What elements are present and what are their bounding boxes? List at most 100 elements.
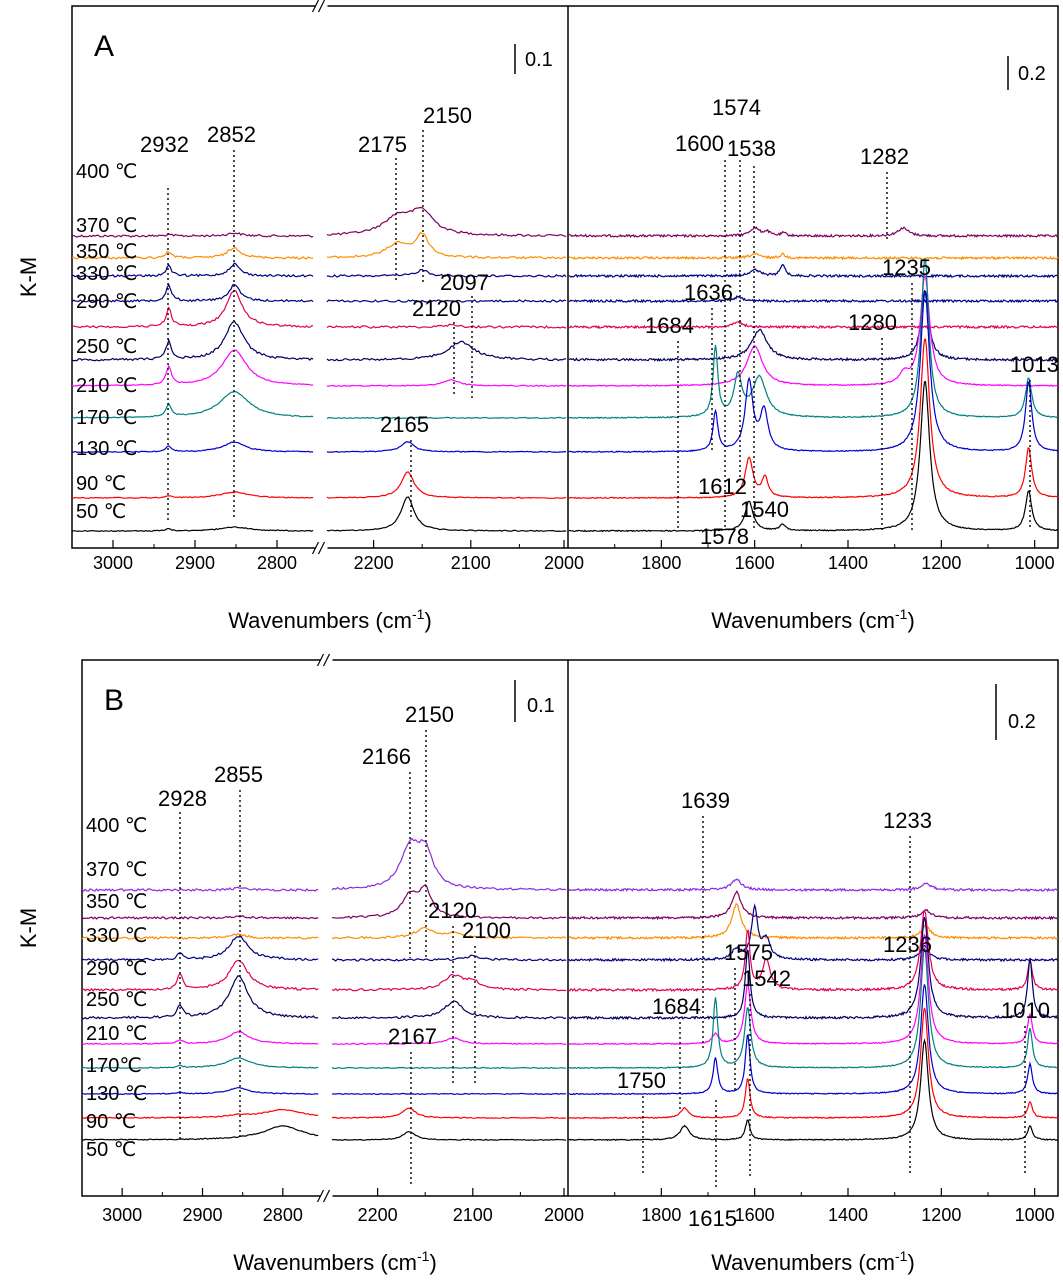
temperature-label: 400 ℃ (76, 161, 137, 183)
spectrum-line (568, 903, 1059, 941)
scale-bar-label: 0.1 (527, 695, 555, 717)
peak-annotation: 2928 (158, 786, 207, 811)
x-tick-label: 2100 (451, 553, 491, 573)
spectrum-line (326, 378, 567, 387)
x-tick-label: 1000 (1015, 553, 1055, 573)
x-tick-label: 3000 (102, 1205, 142, 1225)
panel-b: Wavenumbers (cm-1) Wavenumbers (cm-1) (81, 653, 1059, 1275)
peak-annotation: 2932 (140, 132, 189, 157)
peak-annotation: 2120 (428, 898, 477, 923)
spectrum-line (81, 932, 319, 940)
spectrum-line (71, 526, 314, 533)
scale-bar-label: 0.2 (1008, 711, 1036, 733)
x-tick-label: 2800 (257, 553, 297, 573)
spectrum-line (568, 263, 1059, 279)
spectrum-line (81, 935, 319, 962)
spectrum-line (72, 262, 314, 278)
peak-annotation: 1684 (645, 313, 694, 338)
spectrum-line (331, 1066, 567, 1070)
spectrum-line (326, 299, 567, 303)
panel-label: B (104, 684, 124, 717)
x-tick-label: 2100 (453, 1205, 493, 1225)
peak-annotation: 1750 (617, 1068, 666, 1093)
spectrum-line (71, 491, 314, 500)
spectrum-line (568, 274, 1059, 387)
temperature-label: 350 ℃ (76, 241, 137, 263)
x-tick-label: 1200 (921, 553, 961, 573)
spectrum-line (331, 1000, 567, 1020)
x-tick-label: 1800 (641, 553, 681, 573)
spectrum-line (81, 959, 319, 992)
spectrum-line (326, 231, 567, 260)
x-axis-label: Wavenumbers (cm-1) (711, 1248, 915, 1275)
spectrum-line (81, 915, 319, 920)
peak-annotation: 2852 (207, 122, 256, 147)
spectrum-line (568, 295, 1059, 304)
y-axis-label: K-M (16, 257, 41, 297)
temperature-label: 290 ℃ (76, 291, 137, 313)
scale-bar-label: 0.2 (1018, 63, 1046, 85)
temperature-label: 350 ℃ (86, 891, 147, 913)
spectrum-line (326, 268, 567, 278)
panel-label: A (94, 30, 114, 63)
spectrum-line (71, 441, 314, 454)
temperature-label: 170 ℃ (76, 407, 137, 429)
spectrum-line (331, 1131, 567, 1141)
spectrum-line (326, 206, 567, 238)
spectrum-line (568, 1007, 1058, 1120)
spectrum-line (568, 338, 1059, 500)
peak-annotation: 2166 (362, 744, 411, 769)
spectrum-line (331, 954, 567, 962)
peak-annotation: 1600 (675, 131, 724, 156)
spectrum-line (71, 247, 314, 260)
spectrum-line (568, 903, 1059, 963)
peak-annotation: 2175 (358, 132, 407, 157)
spectrum-line (326, 340, 567, 362)
axis-break-mark (311, 0, 320, 13)
peak-annotation: 1540 (740, 497, 789, 522)
x-tick-label: 2200 (354, 553, 394, 573)
peak-annotation: 1282 (860, 144, 909, 169)
peak-annotation: 2100 (462, 918, 511, 943)
peak-annotation: 1233 (883, 808, 932, 833)
temperature-label: 210 ℃ (86, 1023, 147, 1045)
x-axis-label: Wavenumbers (cm-1) (711, 606, 915, 633)
peak-annotation: 2150 (405, 702, 454, 727)
axis-break-mark (322, 653, 331, 667)
temperature-label: 90 ℃ (86, 1111, 136, 1133)
spectrum-line (81, 975, 319, 1020)
spectrum-line (331, 1107, 567, 1119)
x-tick-label: 2200 (358, 1205, 398, 1225)
peak-annotation: 1542 (742, 966, 791, 991)
temperature-label: 370 ℃ (86, 859, 147, 881)
peak-annotation: 2165 (380, 412, 429, 437)
axis-break-mark (322, 1189, 331, 1203)
x-tick-label: 1400 (828, 553, 868, 573)
peak-annotation: 1574 (712, 95, 761, 120)
temperature-label: 50 ℃ (76, 501, 126, 523)
peak-annotation: 1280 (848, 310, 897, 335)
spectrum-line (568, 909, 1059, 993)
peak-annotation: 1235 (882, 255, 931, 280)
spectrum-line (71, 391, 314, 419)
temperature-label: 210 ℃ (76, 375, 137, 397)
peak-annotation: 1578 (700, 524, 749, 549)
peak-annotation: 2097 (440, 270, 489, 295)
spectrum-line (568, 947, 1059, 1070)
spectrum-line (326, 323, 567, 329)
peak-annotation: 1575 (724, 940, 773, 965)
peak-annotation: 1612 (698, 474, 747, 499)
peak-annotation: 1538 (727, 136, 776, 161)
spectrum-line (568, 320, 1059, 330)
temperature-label: 170℃ (86, 1055, 142, 1077)
scale-bar-label: 0.1 (525, 49, 553, 71)
x-axis-label: Wavenumbers (cm-1) (228, 606, 432, 633)
spectrum-line (568, 916, 1059, 1021)
spectrum-line (331, 1037, 567, 1046)
axis-break-mark (317, 541, 326, 555)
temperature-label: 330 ℃ (76, 263, 137, 285)
spectrum-line (568, 226, 1059, 239)
x-tick-label: 1000 (1015, 1205, 1055, 1225)
spectrum-line (568, 252, 1059, 261)
